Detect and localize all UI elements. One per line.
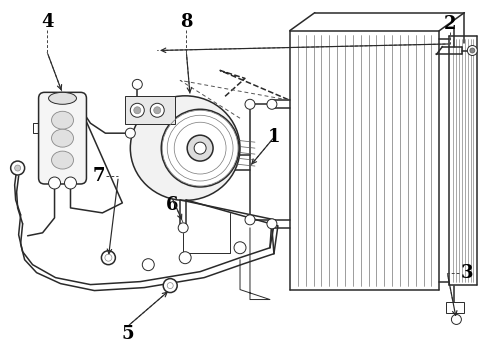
Ellipse shape [51,129,74,147]
Ellipse shape [51,111,74,129]
Circle shape [15,165,21,171]
Text: 1: 1 [268,128,281,146]
Ellipse shape [51,151,74,169]
Text: 3: 3 [461,264,473,282]
Ellipse shape [49,92,76,104]
Circle shape [49,177,61,189]
Circle shape [105,254,112,261]
Circle shape [194,142,206,154]
Text: 7: 7 [92,167,105,185]
Circle shape [130,103,144,117]
Bar [446,302,465,314]
Text: 4: 4 [41,13,53,31]
Circle shape [245,215,255,225]
Circle shape [267,219,277,229]
Ellipse shape [161,109,239,187]
Circle shape [125,128,135,138]
Circle shape [234,242,246,254]
Circle shape [101,251,115,265]
Circle shape [154,107,161,114]
Circle shape [451,315,462,324]
Circle shape [470,48,475,53]
Text: 2: 2 [444,15,457,33]
Circle shape [132,80,142,89]
Circle shape [467,45,477,55]
Text: 6: 6 [166,196,178,214]
Text: 5: 5 [122,325,134,343]
Circle shape [267,99,277,109]
Bar [125,96,175,124]
Circle shape [179,252,191,264]
FancyBboxPatch shape [39,92,86,184]
Circle shape [187,135,213,161]
Circle shape [142,259,154,271]
Ellipse shape [130,96,240,201]
Circle shape [178,223,188,233]
Circle shape [150,103,164,117]
Circle shape [134,107,141,114]
Circle shape [245,99,255,109]
Circle shape [11,161,24,175]
Circle shape [163,279,177,293]
Circle shape [65,177,76,189]
Text: 8: 8 [180,13,193,31]
Circle shape [167,283,173,289]
